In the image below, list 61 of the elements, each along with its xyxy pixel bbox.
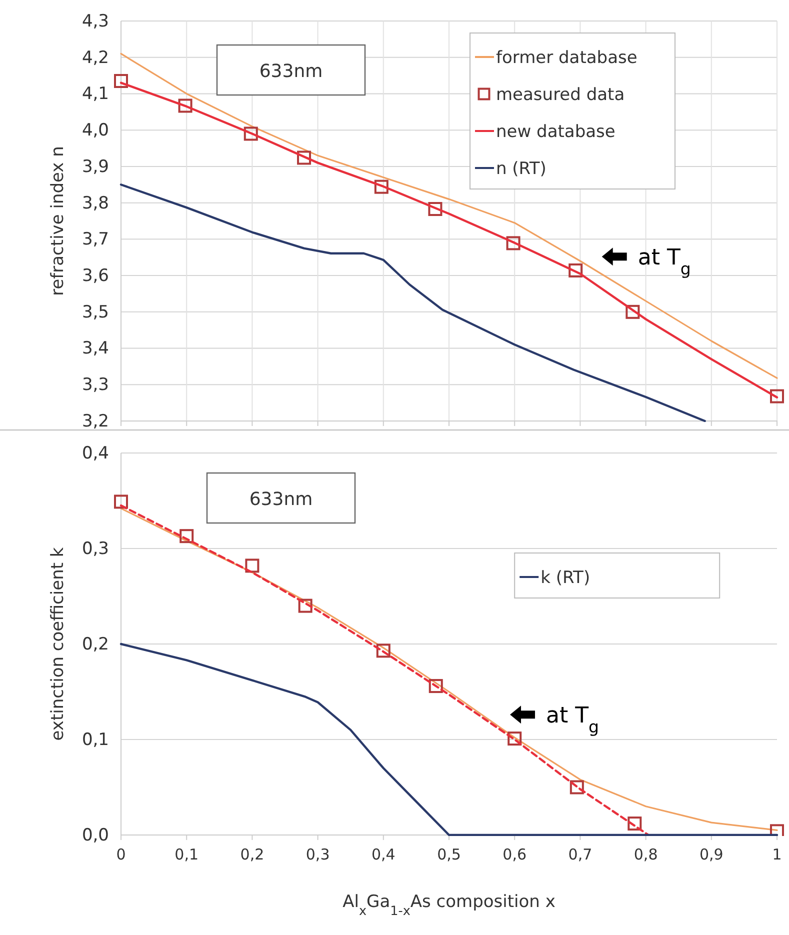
- y-tick-label: 3,2: [82, 411, 109, 432]
- x-tick-label: 0,4: [371, 846, 396, 864]
- point: [770, 824, 784, 836]
- y-tick-label: 3,8: [82, 193, 109, 214]
- y-tick-label: 0,3: [82, 538, 109, 559]
- x-tick-label: 0,6: [502, 846, 527, 864]
- legend-label: measured data: [496, 85, 625, 105]
- x-tick-label: 0,7: [568, 846, 592, 864]
- y-tick-label: 0,0: [82, 825, 109, 846]
- y-axis-title: refractive index n: [48, 146, 68, 296]
- y-tick-label: 3,4: [82, 338, 109, 359]
- point: [770, 389, 784, 404]
- annotation: 633nm: [259, 61, 323, 82]
- x-tick-label: 1: [772, 846, 782, 864]
- point: [244, 126, 258, 141]
- legend-label: new database: [496, 122, 616, 142]
- y-tick-label: 4,1: [82, 84, 109, 104]
- point: [568, 263, 583, 278]
- y-tick-label: 4,3: [82, 11, 109, 32]
- point: [570, 780, 584, 794]
- y-tick-label: 3,5: [82, 302, 109, 322]
- y-tick-label: 4,2: [82, 48, 109, 68]
- y-tick-label: 3,6: [82, 266, 109, 286]
- point: [506, 236, 520, 250]
- point: [180, 529, 194, 544]
- point: [626, 304, 640, 319]
- y-tick-label: 0,2: [82, 634, 109, 654]
- y-axis-title: extinction coefficient k: [48, 547, 68, 741]
- point: [114, 74, 128, 88]
- point: [245, 558, 260, 573]
- point: [428, 202, 442, 216]
- legend-label: k (RT): [540, 568, 590, 588]
- x-tick-label: 0,8: [634, 846, 658, 864]
- point: [508, 732, 522, 746]
- x-tick-label: 0,1: [174, 846, 199, 864]
- x-tick-label: 0: [116, 846, 126, 864]
- y-tick-label: 4,0: [82, 120, 109, 141]
- x-tick-label: 0,3: [306, 846, 330, 864]
- point: [297, 150, 312, 165]
- annotation: at T$_{g}$: [638, 246, 691, 278]
- x-tick-label: 0,5: [437, 846, 461, 864]
- y-tick-label: 3,7: [82, 230, 109, 250]
- point: [628, 816, 642, 831]
- point: [376, 644, 390, 658]
- point: [298, 598, 312, 613]
- point: [374, 180, 388, 194]
- annotation: 633nm: [249, 489, 313, 510]
- legend-label: former database: [496, 48, 638, 68]
- y-tick-label: 3,9: [82, 156, 109, 177]
- line-series: [120, 184, 706, 422]
- x-tick-label: 0,9: [699, 846, 724, 864]
- x-tick-label: 0,2: [240, 846, 264, 864]
- y-tick-label: 0,4: [82, 443, 109, 464]
- legend-label: n (RT): [496, 159, 546, 179]
- point: [114, 494, 128, 509]
- annotation: at T$_{g}$: [546, 704, 600, 736]
- point: [428, 679, 443, 694]
- point: [178, 98, 192, 113]
- x-axis-title: Al$_{x}$Ga$_{1-x}$As composition x: [342, 892, 556, 918]
- y-tick-label: 3,3: [82, 375, 109, 396]
- y-tick-label: 0,1: [82, 730, 109, 750]
